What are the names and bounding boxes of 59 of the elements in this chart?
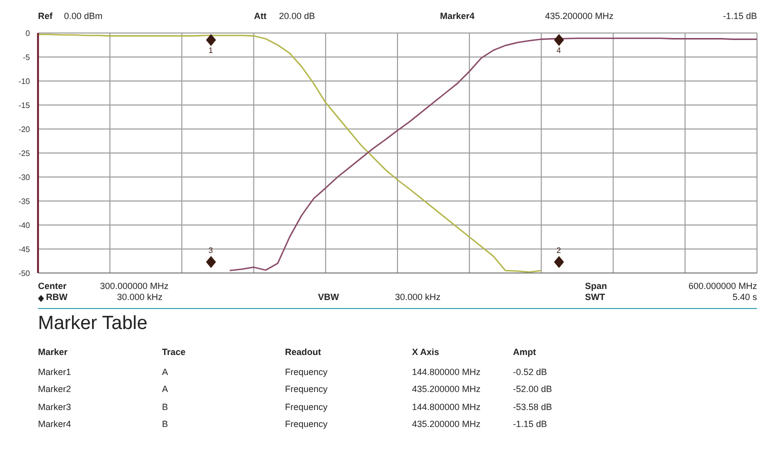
text: X Axis xyxy=(412,347,440,357)
text: Marker Table xyxy=(38,313,148,335)
text: Att xyxy=(254,11,266,22)
text: Readout xyxy=(285,347,321,357)
text: Trace xyxy=(162,347,186,357)
text: Center xyxy=(38,281,67,292)
text: -52.00 dB xyxy=(513,384,552,394)
text: Frequency xyxy=(285,366,328,376)
y-tick-label: -5 xyxy=(22,52,31,62)
y-tick-label: -50 xyxy=(18,268,31,278)
text: Marker4 xyxy=(38,419,72,429)
text: -1.15 dB xyxy=(722,11,757,22)
y-tick-label: -25 xyxy=(18,148,31,158)
text: -0.52 dB xyxy=(513,366,548,376)
annotation: 4 xyxy=(556,46,561,56)
annotation: 3 xyxy=(208,246,213,256)
text: 30.000 kHz xyxy=(395,292,441,303)
text: Marker xyxy=(38,347,68,357)
text: B xyxy=(162,419,168,429)
text: 144.800000 MHz xyxy=(412,366,481,376)
y-tick-label: -35 xyxy=(18,196,31,206)
annotation: 1 xyxy=(208,46,213,56)
text: 20.00 dB xyxy=(279,11,316,22)
text: A xyxy=(162,366,168,376)
text: -1.15 dB xyxy=(513,419,548,429)
text: Marker1 xyxy=(38,366,72,376)
text: Marker2 xyxy=(38,384,72,394)
text: 30.000 kHz xyxy=(117,292,163,303)
text: SWT xyxy=(585,292,605,303)
text: 435.200000 MHz xyxy=(545,11,614,22)
y-tick-label: -10 xyxy=(18,76,31,86)
text: 435.200000 MHz xyxy=(412,384,481,394)
text: -53.58 dB xyxy=(513,402,552,412)
y-tick-label: 0 xyxy=(26,28,31,38)
annotation: 2 xyxy=(556,246,561,256)
text: 300.000000 MHz xyxy=(100,281,169,292)
text: A xyxy=(162,384,168,394)
text: B xyxy=(162,402,168,412)
text: Frequency xyxy=(285,384,328,394)
text: 600.000000 MHz xyxy=(688,281,757,292)
y-tick-label: -40 xyxy=(18,220,31,230)
y-tick-label: -20 xyxy=(18,124,31,134)
text: Ampt xyxy=(513,347,536,357)
text: 0.00 dBm xyxy=(64,11,103,22)
text: 144.800000 MHz xyxy=(412,402,481,412)
text: 435.200000 MHz xyxy=(412,419,481,429)
text: 5.40 s xyxy=(732,292,757,303)
text: Span xyxy=(585,281,608,292)
text: VBW xyxy=(318,292,339,303)
text: RBW xyxy=(46,292,68,303)
text: Marker3 xyxy=(38,402,72,412)
y-tick-label: -15 xyxy=(18,100,31,110)
text: Frequency xyxy=(285,419,328,429)
line-series xyxy=(37,34,542,273)
text: Frequency xyxy=(285,402,328,412)
y-tick-label: -45 xyxy=(18,244,31,254)
text: Ref xyxy=(38,11,53,22)
y-tick-label: -30 xyxy=(18,172,31,182)
text: Marker4 xyxy=(440,11,475,22)
